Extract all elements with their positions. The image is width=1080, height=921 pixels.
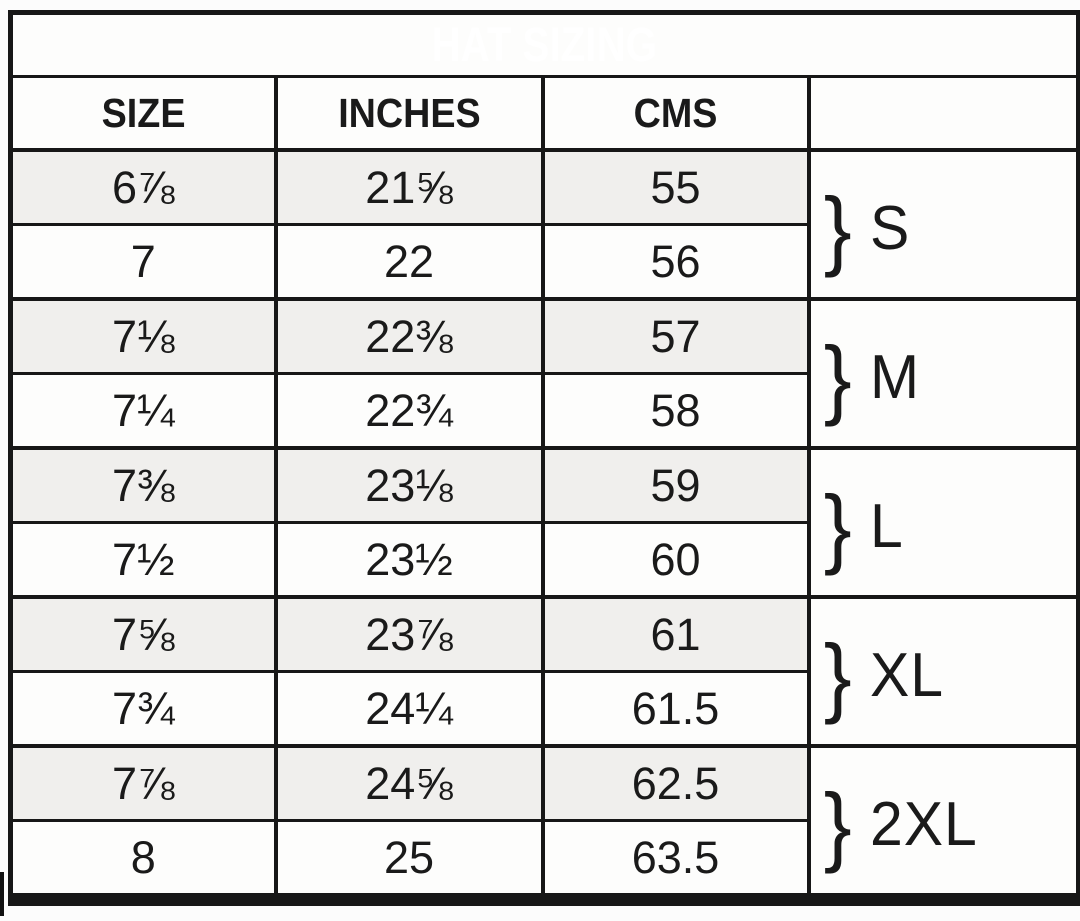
cell-size: 6⅞ xyxy=(8,148,278,226)
group-label-l: L xyxy=(869,492,904,561)
brace-icon: } xyxy=(823,774,852,874)
cell-inches: 22¾ xyxy=(273,372,545,450)
brace-icon: } xyxy=(823,476,852,576)
cell-size: 7¾ xyxy=(8,670,278,748)
group-label-xl: XL xyxy=(869,641,944,710)
cell-cms: 56 xyxy=(540,223,811,301)
cell-cms: 59 xyxy=(540,446,811,524)
cell-size: 7⅝ xyxy=(8,595,278,673)
group-cell-xl: } XL xyxy=(806,595,1080,748)
group-label-m: M xyxy=(869,343,920,412)
group-content: } 2XL xyxy=(811,774,1077,874)
page-title: HAT SIZING xyxy=(431,18,658,72)
cell-cms: 58 xyxy=(540,372,811,450)
empty-header-cell xyxy=(806,75,1080,152)
column-header-row: SIZE INCHES CMS xyxy=(8,75,1080,152)
brace-icon: } xyxy=(823,178,852,278)
group-content: } S xyxy=(811,178,1077,278)
group-content: } M xyxy=(811,327,1077,427)
cell-cms: 60 xyxy=(540,521,811,599)
table-row: 7½ 23½ 60 xyxy=(8,521,1079,599)
group-cell-2xl: } 2XL xyxy=(806,744,1080,901)
cell-size: 7⅜ xyxy=(8,446,278,524)
cell-inches: 23⅛ xyxy=(273,446,545,524)
table-row: 7¼ 22¾ 58 xyxy=(8,372,1079,450)
cell-cms: 61 xyxy=(540,595,811,673)
brace-icon: } xyxy=(823,327,852,427)
cell-size: 7⅛ xyxy=(8,297,278,375)
table-row: 7⅜ 23⅛ 59 } L xyxy=(8,446,1080,599)
group-content: } L xyxy=(811,476,1077,576)
cell-inches: 22 xyxy=(273,223,545,301)
title-bar: HAT SIZING xyxy=(8,11,1080,78)
table-row: 7⅛ 22⅜ 57 } M xyxy=(8,297,1080,450)
table-row: 7⅝ 23⅞ 61 } XL xyxy=(8,595,1080,748)
brace-icon: } xyxy=(823,625,852,725)
group-cell-m: } M xyxy=(806,297,1080,450)
table-row: 6⅞ 21⅝ 55 } S xyxy=(8,148,1080,301)
cell-cms: 55 xyxy=(540,148,811,226)
cell-cms: 57 xyxy=(540,297,811,375)
group-cell-l: } L xyxy=(806,446,1080,599)
cell-inches: 23½ xyxy=(273,521,545,599)
table-row: 8 25 63.5 xyxy=(8,819,1079,901)
cell-cms: 63.5 xyxy=(540,819,811,901)
cell-inches: 25 xyxy=(273,819,545,901)
cell-cms: 62.5 xyxy=(540,744,811,822)
cell-size: 7⅞ xyxy=(8,744,278,822)
cell-inches: 24¼ xyxy=(273,670,545,748)
cell-cms: 61.5 xyxy=(540,670,811,748)
cell-size: 7 xyxy=(8,223,278,301)
cell-inches: 22⅜ xyxy=(273,297,545,375)
cell-size: 8 xyxy=(8,819,278,901)
cell-size: 7½ xyxy=(8,521,278,599)
cell-inches: 23⅞ xyxy=(273,595,545,673)
column-header-size: SIZE xyxy=(8,75,278,152)
sizing-table: HAT SIZING SIZE INCHES CMS 6⅞ 21⅝ 55 } S… xyxy=(8,10,1080,906)
cell-inches: 21⅝ xyxy=(273,148,545,226)
table-row: 7 22 56 xyxy=(8,223,1079,301)
group-label-2xl: 2XL xyxy=(869,790,978,859)
photo-artifact-line xyxy=(0,872,4,916)
group-cell-s: } S xyxy=(806,148,1080,301)
group-label-s: S xyxy=(869,194,911,263)
column-header-inches: INCHES xyxy=(273,75,545,152)
column-header-cms: CMS xyxy=(540,75,811,152)
cell-size: 7¼ xyxy=(8,372,278,450)
table-row: 7⅞ 24⅝ 62.5 } 2XL xyxy=(8,744,1080,901)
title-row: HAT SIZING xyxy=(8,11,1080,78)
group-content: } XL xyxy=(811,625,1077,725)
cell-inches: 24⅝ xyxy=(273,744,545,822)
table-row: 7¾ 24¼ 61.5 xyxy=(8,670,1079,748)
